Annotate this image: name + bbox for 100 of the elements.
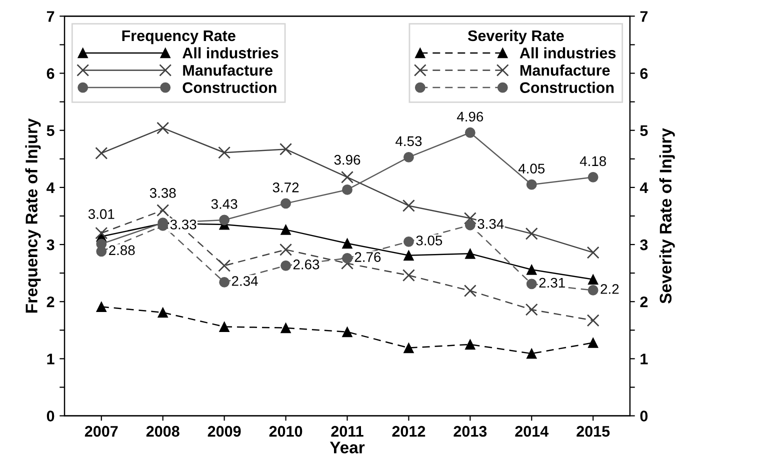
y2-tick-label: 0 xyxy=(640,410,648,422)
point xyxy=(156,204,170,217)
point xyxy=(526,179,537,190)
point xyxy=(588,338,598,348)
y2-tick-label: 7 xyxy=(640,11,648,22)
point xyxy=(403,152,414,162)
point xyxy=(588,172,598,182)
data-label: 3.43 xyxy=(211,199,238,209)
y-tick-label: 5 xyxy=(46,125,54,136)
data-label: 4.96 xyxy=(456,112,484,122)
point xyxy=(280,322,291,334)
x-tick-label: 2012 xyxy=(392,426,426,437)
y2-tick-label: 1 xyxy=(640,354,648,364)
point xyxy=(526,264,537,275)
point xyxy=(403,236,414,247)
data-label: 2.31 xyxy=(539,278,565,288)
data-label: 4.18 xyxy=(580,156,606,166)
point xyxy=(95,146,108,160)
y-tick-label: 3 xyxy=(46,239,54,250)
point xyxy=(96,246,107,257)
legend-label: Manufacture xyxy=(183,64,272,76)
data-label: 3.72 xyxy=(272,182,299,192)
data-label: 2.76 xyxy=(354,252,381,262)
x-axis-title: Year xyxy=(330,442,365,454)
point xyxy=(342,184,352,195)
point xyxy=(280,142,292,156)
point xyxy=(340,170,354,184)
data-label: 2.88 xyxy=(109,245,135,256)
point xyxy=(464,220,476,230)
point xyxy=(526,348,537,359)
y2-tick-label: 2 xyxy=(640,296,648,308)
point xyxy=(464,212,476,225)
point xyxy=(218,259,231,272)
y2-tick-label: 5 xyxy=(640,125,648,136)
data-label: 4.05 xyxy=(518,164,545,174)
y2-tick-label: 6 xyxy=(640,68,648,79)
point xyxy=(342,238,352,249)
point xyxy=(342,326,352,338)
legend-label: Manufacture xyxy=(520,64,610,76)
x-tick-label: 2007 xyxy=(84,426,118,437)
point xyxy=(403,342,414,354)
point xyxy=(219,322,230,332)
point xyxy=(588,284,598,296)
point xyxy=(402,269,415,282)
data-label: 3.38 xyxy=(150,188,176,198)
point xyxy=(342,253,352,264)
text: Severity Rate xyxy=(468,30,564,44)
point xyxy=(464,339,476,350)
point xyxy=(280,224,291,235)
x-tick-label: 2010 xyxy=(269,426,302,437)
text: Frequency Rate xyxy=(122,30,236,44)
x-tick-label: 2009 xyxy=(208,426,241,437)
point xyxy=(96,302,107,312)
data-label: 3.96 xyxy=(334,154,360,165)
x-tick-label: 2013 xyxy=(454,426,487,437)
legend-label: All industries xyxy=(182,47,278,58)
point xyxy=(464,284,476,298)
data-label: 3.33 xyxy=(170,220,196,230)
data-label: 2.63 xyxy=(293,260,320,270)
point xyxy=(525,303,538,316)
y2-tick-label: 3 xyxy=(640,239,648,250)
y-tick-label: 0 xyxy=(46,410,54,422)
x-tick-label: 2014 xyxy=(515,426,549,437)
point xyxy=(218,146,231,159)
data-label: 3.34 xyxy=(478,219,504,229)
x-tick-label: 2008 xyxy=(146,426,180,437)
y-tick-label: 4 xyxy=(46,182,55,193)
x-tick-label: 2015 xyxy=(576,426,610,437)
y-tick-label: 1 xyxy=(47,354,54,364)
point xyxy=(464,127,476,138)
point xyxy=(403,250,414,261)
y2-axis-title: Severity Rate of Injury xyxy=(659,128,675,304)
point xyxy=(219,277,230,288)
point xyxy=(158,307,168,318)
data-label: 2.2 xyxy=(600,284,619,294)
point xyxy=(586,246,600,259)
data-label: 3.05 xyxy=(416,236,442,246)
legend-label: All industries xyxy=(520,47,616,58)
point xyxy=(219,214,230,226)
y-tick-label: 6 xyxy=(46,68,54,79)
point xyxy=(464,248,476,259)
x-tick-label: 2011 xyxy=(331,426,364,437)
point xyxy=(526,278,537,290)
y2-tick-label: 4 xyxy=(640,182,648,193)
data-label: 2.34 xyxy=(232,276,258,286)
data-label: 3.01 xyxy=(88,209,114,219)
legend-label: Construction xyxy=(520,82,614,94)
point xyxy=(402,199,415,212)
y-tick-label: 2 xyxy=(46,296,54,308)
point xyxy=(586,314,600,327)
point xyxy=(95,226,108,240)
point xyxy=(280,198,291,209)
point xyxy=(156,122,170,134)
point xyxy=(525,227,538,240)
point xyxy=(280,260,291,271)
y-tick-label: 7 xyxy=(46,11,54,22)
point xyxy=(588,274,598,285)
point xyxy=(280,243,292,256)
data-label: 4.53 xyxy=(396,136,422,146)
legend-label: Construction xyxy=(182,82,276,94)
